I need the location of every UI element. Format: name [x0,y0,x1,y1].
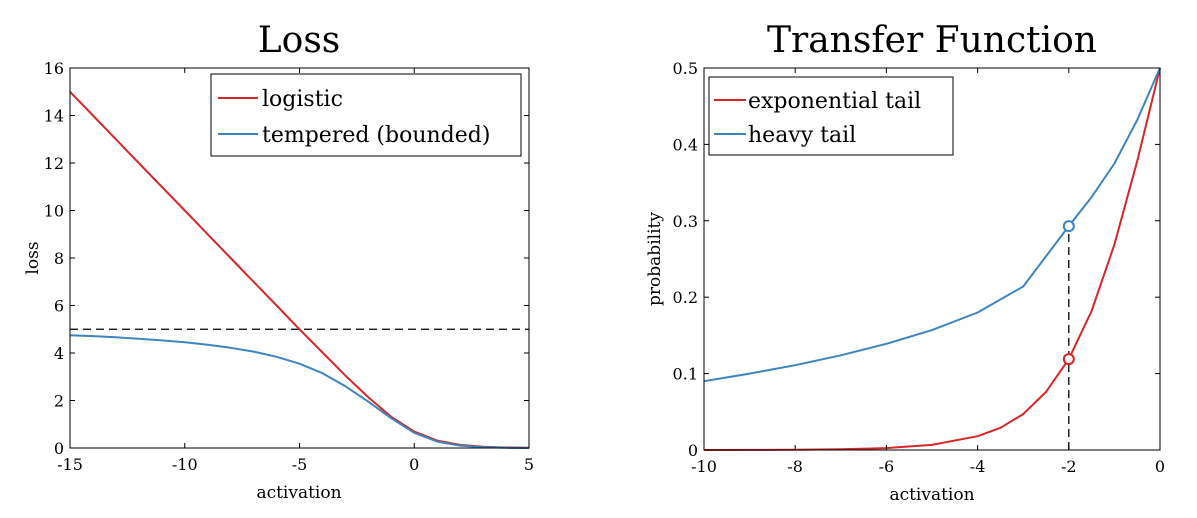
x-tick-label: 0 [409,455,419,474]
y-tick-label: 14 [44,107,64,126]
point-marker [1062,353,1075,366]
series-line-tempered-bounded [69,334,530,449]
loss-y-ticks: 0 2 4 6 8 10 12 14 16 [44,59,529,458]
y-tick-label: 0.3 [673,212,698,231]
legend-label-logistic: logistic [262,87,343,112]
y-tick-label: 4 [54,344,64,363]
y-tick-label: 0.5 [673,59,698,78]
y-tick-label: 0 [54,439,64,458]
y-tick-label: 0.4 [673,135,698,154]
series-line-heavy-tail [703,67,1161,383]
loss-chart: Loss -15 -10 -5 0 5 0 2 4 6 8 10 12 14 16 activation… [23,20,534,503]
x-tick-label: -5 [292,455,308,474]
y-tick-label: 10 [44,202,64,221]
y-tick-label: 16 [44,59,64,78]
x-tick-label: -4 [970,457,986,476]
transfer-legend: exponential tail heavy tail [708,76,954,156]
x-tick-label: -10 [691,457,717,476]
loss-plot-area [69,91,530,449]
y-tick-label: 12 [44,154,64,173]
loss-x-ticks: -15 -10 -5 0 5 [57,68,534,474]
legend-label-tempered: tempered (bounded) [262,123,490,148]
transfer-axes-box [703,67,1161,451]
y-tick-label: 0.1 [673,365,698,384]
loss-x-axis-label: activation [256,483,341,503]
transfer-chart-title: Transfer Function [767,20,1097,61]
legend-label-exponential-tail: exponential tail [748,89,921,114]
point-marker [1062,220,1075,233]
transfer-y-ticks: 0 0.1 0.2 0.3 0.4 0.5 [673,59,1160,460]
loss-legend-box [210,73,522,157]
transfer-function-chart: Transfer Function -10 -8 -6 -4 -2 0 0 0.1 0.2 0.… [645,20,1165,505]
x-tick-label: -2 [1061,457,1077,476]
loss-chart-title: Loss [258,20,341,61]
x-tick-label: 0 [1155,457,1165,476]
y-tick-label: 0 [688,441,698,460]
transfer-x-axis-label: activation [889,485,974,505]
x-tick-label: -15 [57,455,83,474]
y-tick-label: 8 [54,249,64,268]
y-tick-label: 2 [54,392,64,411]
transfer-y-axis-label: probability [645,212,665,306]
transfer-x-ticks: -10 -8 -6 -4 -2 0 [691,68,1165,476]
x-tick-label: -10 [172,455,198,474]
x-tick-label: -6 [879,457,895,476]
y-tick-label: 6 [54,297,64,316]
legend-label-heavy-tail: heavy tail [748,123,856,148]
x-tick-label: -8 [787,457,803,476]
transfer-legend-box [708,76,954,156]
loss-y-axis-label: loss [23,241,43,274]
loss-legend: logistic tempered (bounded) [210,73,522,157]
x-tick-label: 5 [524,455,534,474]
y-tick-label: 0.2 [673,288,698,307]
